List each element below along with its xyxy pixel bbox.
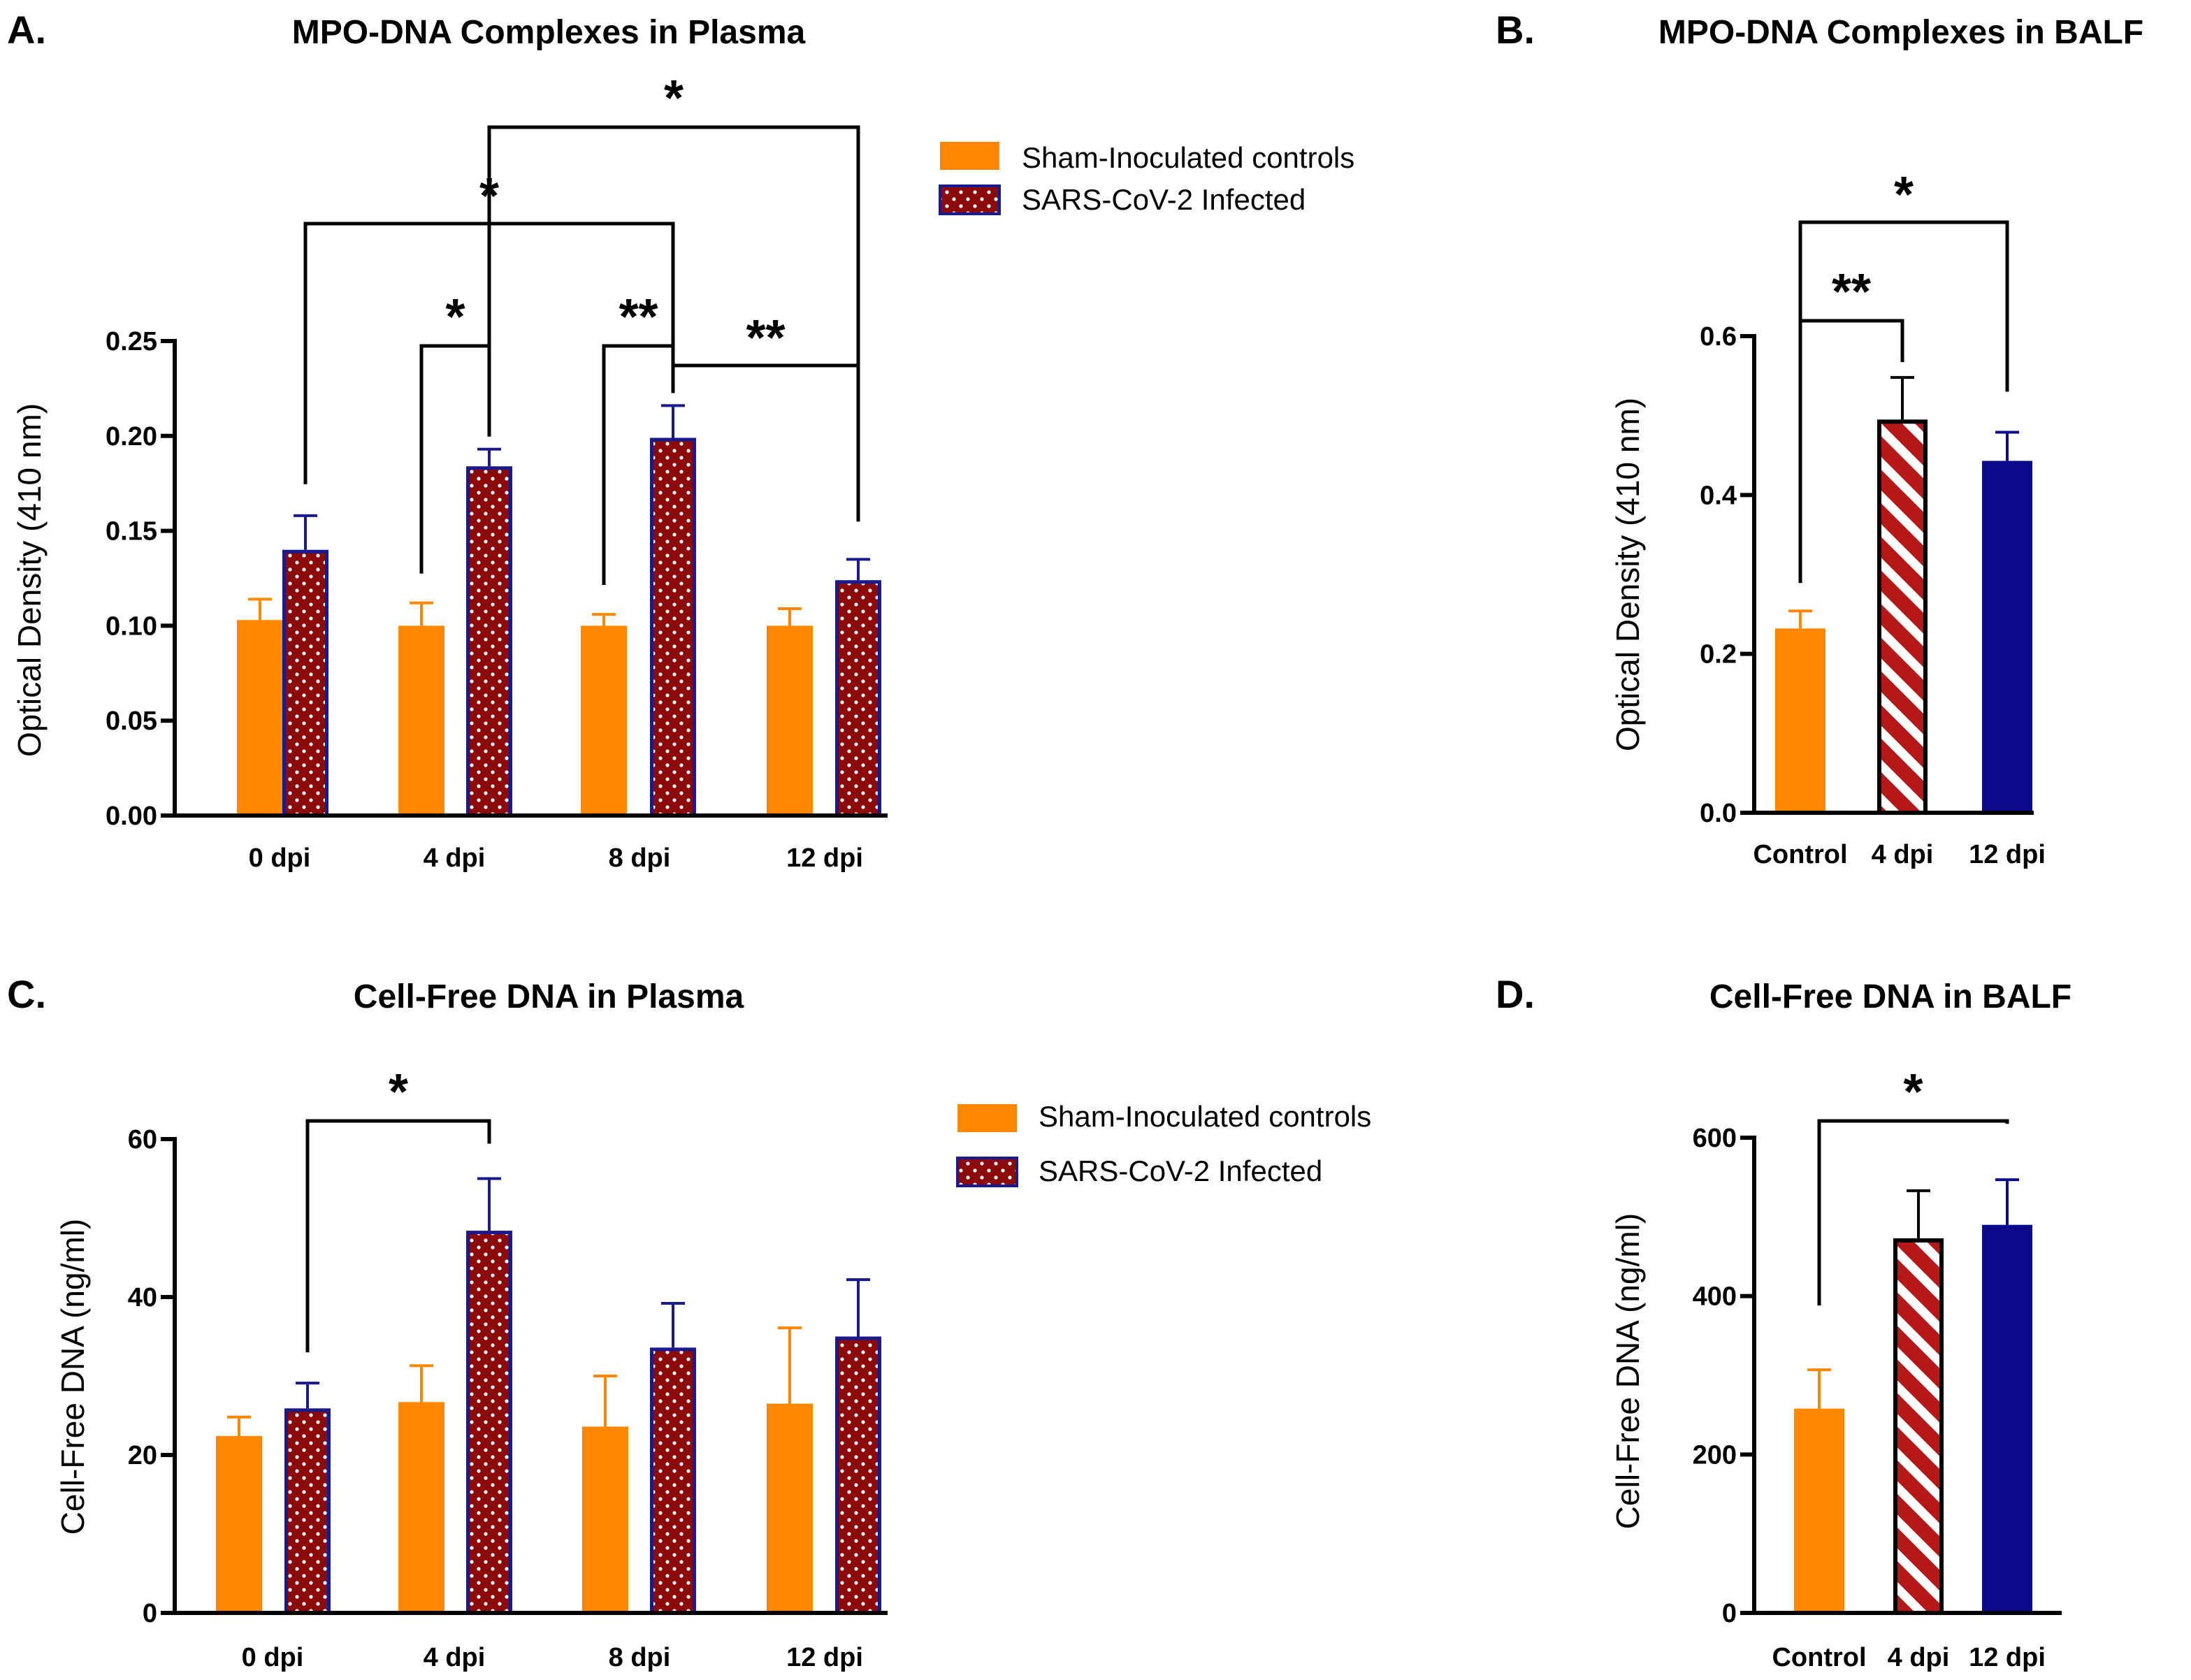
legend-swatch-sham [957, 1104, 1017, 1132]
x-tick-label: 4 dpi [1888, 1643, 1950, 1672]
x-tick-label: 8 dpi [609, 843, 671, 873]
legend-swatch-infected [939, 184, 1001, 215]
significance-bracket [1798, 220, 2009, 584]
x-tick-label: Control [1753, 840, 1847, 869]
x-tick-label: 12 dpi [1969, 1643, 2046, 1672]
x-tick-label: 12 dpi [786, 843, 863, 873]
chart-title: MPO-DNA Complexes in BALF [1658, 14, 2143, 51]
bar [650, 437, 696, 818]
significance-label: * [389, 1064, 408, 1120]
significance-bracket [1817, 1119, 2009, 1306]
legend: Sham-Inoculated controls SARS-CoV-2 Infe… [939, 141, 1354, 216]
bar [282, 549, 328, 818]
bar [398, 625, 444, 816]
legend-swatch-sham [940, 142, 999, 170]
y-tick-label: 60 [128, 1125, 157, 1154]
bar [1877, 419, 1928, 815]
y-tick-label: 0.2 [1700, 640, 1737, 669]
panel-letter: A. [7, 8, 46, 52]
bar [398, 1402, 444, 1613]
panel-letter: D. [1496, 972, 1535, 1016]
bar [1775, 628, 1825, 813]
y-tick-label: 600 [1693, 1124, 1737, 1153]
bar [835, 580, 881, 818]
y-tick-label: 200 [1693, 1440, 1737, 1470]
y-tick-label: 0 [143, 1599, 157, 1628]
bar [1893, 1238, 1944, 1615]
bar [1982, 461, 2032, 813]
legend-label: SARS-CoV-2 Infected [1039, 1154, 1322, 1187]
panel-letter: B. [1496, 8, 1535, 52]
y-tick-label: 0.25 [106, 327, 157, 356]
y-tick-label: 0.00 [106, 802, 157, 831]
y-tick-label: 40 [128, 1283, 157, 1312]
chart-title: MPO-DNA Complexes in Plasma [292, 14, 806, 51]
legend: Sham-Inoculated controls SARS-CoV-2 Infe… [956, 1100, 1371, 1187]
y-tick-label: 0.10 [106, 611, 157, 641]
plot-area: 0.00 0.05 0.10 0.15 0.20 0.25 0 dpi 4 dpi 8 dpi 1… [106, 71, 888, 873]
bar [767, 625, 813, 816]
significance-bracket [671, 363, 860, 522]
bar [237, 620, 283, 816]
x-tick-label: 12 dpi [1969, 840, 2046, 869]
y-tick-label: 0 [1722, 1599, 1737, 1628]
chart-title: Cell-Free DNA in BALF [1709, 978, 2071, 1015]
significance-label: * [664, 71, 684, 126]
significance-label: ** [746, 310, 785, 366]
bar [466, 1231, 512, 1615]
legend-label: Sham-Inoculated controls [1039, 1100, 1371, 1133]
significance-label: * [1903, 1064, 1923, 1120]
y-axis-label: Optical Density (410 nm) [1610, 398, 1646, 751]
y-tick-label: 0.0 [1700, 799, 1737, 828]
bar [1794, 1408, 1844, 1613]
y-tick-label: 0.15 [106, 517, 157, 546]
plot-area: 0 200 400 600 Control 4 dpi 12 dpi * [1693, 1064, 2062, 1672]
y-axis-label: Cell-Free DNA (ng/ml) [55, 1219, 91, 1535]
x-tick-label: 4 dpi [424, 1643, 486, 1672]
bar [216, 1435, 262, 1613]
chart-panel-c: C. Cell-Free DNA in Plasma Cell-Free DNA… [7, 972, 1371, 1672]
x-tick-label: 0 dpi [249, 843, 311, 873]
y-tick-label: 20 [128, 1441, 157, 1470]
x-tick-label: Control [1772, 1643, 1866, 1672]
y-tick-label: 0.4 [1700, 481, 1737, 510]
y-tick-label: 0.05 [106, 707, 157, 736]
x-tick-label: 4 dpi [1872, 840, 1934, 869]
bar [466, 466, 512, 818]
significance-bracket [305, 1119, 491, 1353]
bar [1982, 1224, 2032, 1613]
plot-area: 0 20 40 60 0 dpi 4 dpi 8 dpi 12 dpi * [128, 1064, 888, 1672]
chart-panel-a: A. MPO-DNA Complexes in Plasma Optical D… [7, 8, 1354, 873]
panel-letter: C. [7, 972, 46, 1016]
bar [581, 625, 627, 816]
significance-label: * [1894, 167, 1914, 223]
x-tick-label: 8 dpi [609, 1643, 671, 1672]
y-tick-label: 0.20 [106, 422, 157, 451]
legend-label: SARS-CoV-2 Infected [1022, 183, 1306, 216]
chart-panel-d: D. Cell-Free DNA in BALF Cell-Free DNA (… [1496, 972, 2071, 1672]
significance-bracket [487, 125, 860, 421]
y-tick-label: 0.6 [1700, 322, 1737, 352]
significance-label: ** [619, 289, 658, 345]
x-tick-label: 4 dpi [424, 843, 486, 873]
y-tick-label: 400 [1693, 1282, 1737, 1312]
y-axis-label: Cell-Free DNA (ng/ml) [1610, 1213, 1646, 1529]
bar [835, 1336, 881, 1615]
bar [284, 1408, 331, 1615]
y-axis-label: Optical Density (410 nm) [11, 403, 48, 757]
significance-label: * [445, 289, 465, 345]
x-tick-label: 0 dpi [242, 1643, 304, 1672]
bar [650, 1347, 696, 1615]
significance-label: ** [1832, 264, 1871, 320]
legend-swatch-infected [956, 1157, 1018, 1187]
bar [582, 1426, 628, 1613]
chart-title: Cell-Free DNA in Plasma [354, 978, 744, 1015]
x-tick-label: 12 dpi [786, 1643, 863, 1672]
chart-panel-b: B. MPO-DNA Complexes in BALF Optical Den… [1496, 8, 2143, 869]
bar [767, 1403, 813, 1613]
legend-label: Sham-Inoculated controls [1022, 141, 1354, 174]
